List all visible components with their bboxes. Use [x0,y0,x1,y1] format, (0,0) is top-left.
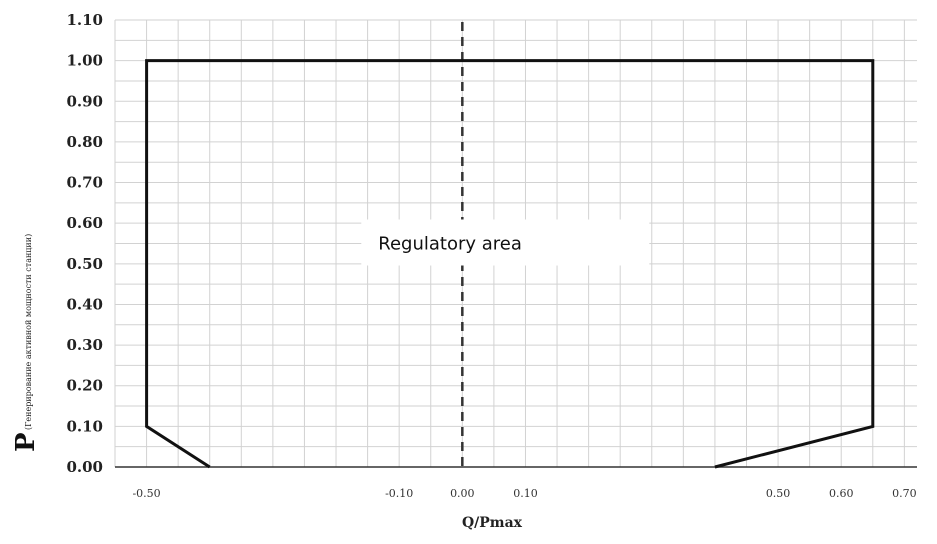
x-tick-labels: -0.50 -0.10 0.00 0.10 0.50 0.60 0.70 [132,487,916,500]
y-tick-label: 1.00 [66,52,103,70]
y-tick-label: 0.90 [66,92,103,110]
y-tick-label: 1.10 [66,11,103,29]
x-tick-label: -0.50 [132,487,160,500]
y-tick-label: 0.50 [66,255,103,273]
x-axis-label: Q/Pmax [462,515,523,531]
x-tick-label: -0.10 [385,487,413,500]
x-tick-label: 0.50 [766,487,791,500]
series-layer [145,59,875,469]
y-tick-label: 0.80 [66,133,103,151]
y-tick-label: 0.40 [66,295,103,313]
y-axis-sublabel: (Генерирование активной мощности станции… [24,234,33,430]
series-line [145,59,875,469]
annotation-text: Regulatory area [378,234,522,255]
x-tick-label: 0.10 [513,487,538,500]
y-tick-label: 0.70 [66,174,103,192]
y-tick-labels: 0.00 0.10 0.20 0.30 0.40 0.50 0.60 0.70 0.80 0.90… [66,11,103,476]
y-tick-label: 0.20 [66,377,103,395]
x-tick-label: 0.00 [450,487,475,500]
x-tick-label: 0.70 [892,487,917,500]
annotation-box [361,219,650,266]
annotations: Regulatory area [361,219,650,266]
x-tick-label: 0.60 [829,487,854,500]
y-tick-label: 0.00 [66,458,103,476]
y-tick-label: 0.60 [66,214,103,232]
y-tick-label: 0.30 [66,336,103,354]
y-axis-label: P [11,432,41,452]
y-axis-label-group: P (Генерирование активной мощности станц… [11,234,41,452]
y-tick-label: 0.10 [66,417,103,435]
